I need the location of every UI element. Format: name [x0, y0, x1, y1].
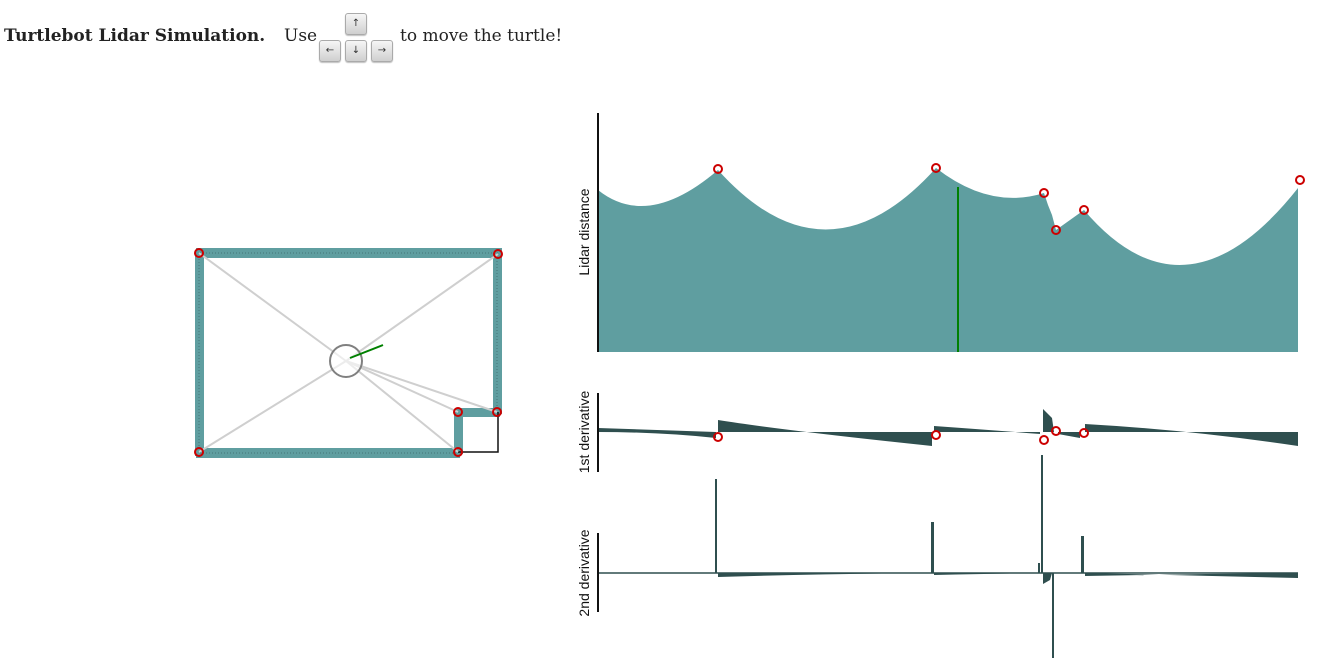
- derivative-segment: [934, 426, 1040, 434]
- derivative-marker: [1051, 426, 1061, 436]
- derivative-spike: [1081, 536, 1084, 573]
- corner-markers: [194, 248, 503, 457]
- derivative-marker: [1039, 435, 1049, 445]
- corner-marker: [492, 407, 502, 417]
- derivative-spike: [1041, 455, 1043, 573]
- peak-marker: [1295, 175, 1305, 185]
- wall-notch-vertical: [454, 410, 463, 454]
- derivative-spike: [1052, 573, 1054, 658]
- lidar-distance-area: [598, 168, 1298, 352]
- up-arrow-key-icon[interactable]: ↑: [345, 13, 367, 35]
- peak-marker: [931, 163, 941, 173]
- derivative-segment: [1043, 573, 1052, 584]
- first-derivative-chart: 1st derivative: [576, 391, 1298, 474]
- turtle-heading-indicator: [349, 344, 384, 359]
- peak-marker: [713, 164, 723, 174]
- derivative-segment: [1043, 409, 1054, 432]
- derivative-segment: [934, 573, 1038, 575]
- derivative-marker: [931, 430, 941, 440]
- page-title: Turtlebot Lidar Simulation.: [4, 26, 266, 46]
- down-arrow-key-icon[interactable]: ↓: [345, 40, 367, 62]
- chart-ylabel-second-derivative: 2nd derivative: [576, 529, 592, 616]
- turtle-robot: [329, 344, 363, 378]
- left-arrow-key-icon[interactable]: ←: [319, 40, 341, 62]
- peak-marker: [1051, 225, 1061, 235]
- second-derivative-chart: 2nd derivative: [576, 455, 1298, 658]
- derivative-segment: [718, 420, 932, 446]
- derivative-marker: [1079, 428, 1089, 438]
- chart-ylabel-distance: Lidar distance: [576, 188, 592, 275]
- derivative-spike: [1038, 563, 1040, 573]
- arrow-keys-legend: ↑ ← ↓ →: [318, 13, 394, 63]
- wall-bottom: [196, 448, 460, 458]
- instruction-text: to move the turtle!: [400, 26, 563, 46]
- corner-marker: [493, 249, 503, 259]
- use-label: Use: [284, 26, 318, 46]
- corner-marker: [194, 248, 204, 258]
- derivative-segment: [1085, 573, 1298, 578]
- lidar-distance-chart: Lidar distance: [576, 113, 1305, 352]
- derivative-spike: [715, 479, 717, 573]
- corner-marker: [453, 407, 463, 417]
- right-arrow-key-icon[interactable]: →: [371, 40, 393, 62]
- hidden-corner-outline: [458, 412, 499, 453]
- peak-marker: [1039, 188, 1049, 198]
- wall-top: [196, 248, 502, 258]
- derivative-segment: [598, 428, 716, 438]
- corner-marker: [194, 447, 204, 457]
- lidar-map: [194, 248, 503, 458]
- derivative-marker: [713, 432, 723, 442]
- chart-ylabel-first-derivative: 1st derivative: [576, 391, 592, 474]
- derivative-segment: [1085, 424, 1298, 446]
- derivative-segment: [718, 573, 930, 577]
- peak-marker: [1079, 205, 1089, 215]
- derivative-segment: [1058, 432, 1080, 438]
- corner-marker: [453, 447, 463, 457]
- lidar-rays: [198, 252, 499, 453]
- derivative-spike: [931, 522, 934, 573]
- wall-notch-horizontal: [456, 408, 500, 417]
